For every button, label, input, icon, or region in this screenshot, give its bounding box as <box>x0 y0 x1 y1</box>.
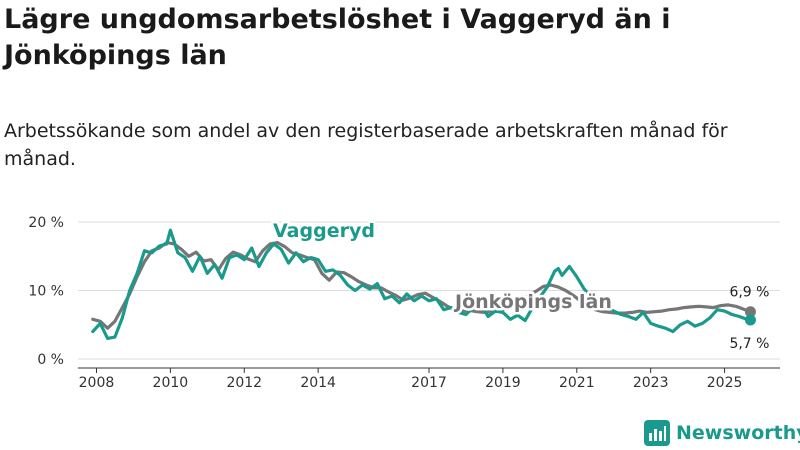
series-label-jonkopings-lan: Jönköpings län <box>453 291 612 313</box>
end-label-jonkopings-lan: 6,9 % <box>729 285 769 301</box>
chart-subtitle: Arbetssökande som andel av den registerb… <box>4 120 728 170</box>
x-tick-label: 2017 <box>411 375 447 391</box>
x-tick-label: 2012 <box>226 375 262 391</box>
x-tick-label: 2023 <box>633 375 669 391</box>
series-end-marker <box>744 306 756 318</box>
y-axis: 0 % 10 % 20 % <box>28 215 64 368</box>
chart-title: Lägre ungdomsarbetslöshet i Vaggeryd än … <box>4 4 671 71</box>
series-label-vaggeryd-halo: Vaggeryd <box>273 220 375 242</box>
series-label-jonkopings-lan-halo: Jönköpings län <box>453 291 612 313</box>
series-end-marker <box>744 314 756 326</box>
series-label-vaggeryd: Vaggeryd <box>273 220 375 242</box>
x-tick-label: 2014 <box>300 375 336 391</box>
x-tick-label: 2008 <box>79 375 115 391</box>
x-axis: 2008 2010 2012 2014 2017 2019 2021 2023 2025 <box>78 367 780 391</box>
x-tick-label: 2021 <box>559 375 595 391</box>
y-tick-label: 10 % <box>28 284 64 300</box>
y-tick-label: 20 % <box>28 215 64 231</box>
series-line-vaggeryd <box>91 228 753 340</box>
brand-name: Newsworthy <box>676 422 800 444</box>
x-tick-label: 2019 <box>485 375 521 391</box>
y-tick-label: 0 % <box>37 352 64 368</box>
series-lines <box>91 228 756 340</box>
series-line-j-nk-pings-l-n <box>91 241 753 330</box>
newsworthy-logo-icon <box>644 420 670 446</box>
x-tick-label: 2025 <box>707 375 743 391</box>
x-tick-label: 2010 <box>153 375 189 391</box>
brand-logo: Newsworthy <box>644 419 800 447</box>
end-label-vaggeryd: 5,7 % <box>729 336 769 352</box>
gridlines <box>78 221 780 360</box>
